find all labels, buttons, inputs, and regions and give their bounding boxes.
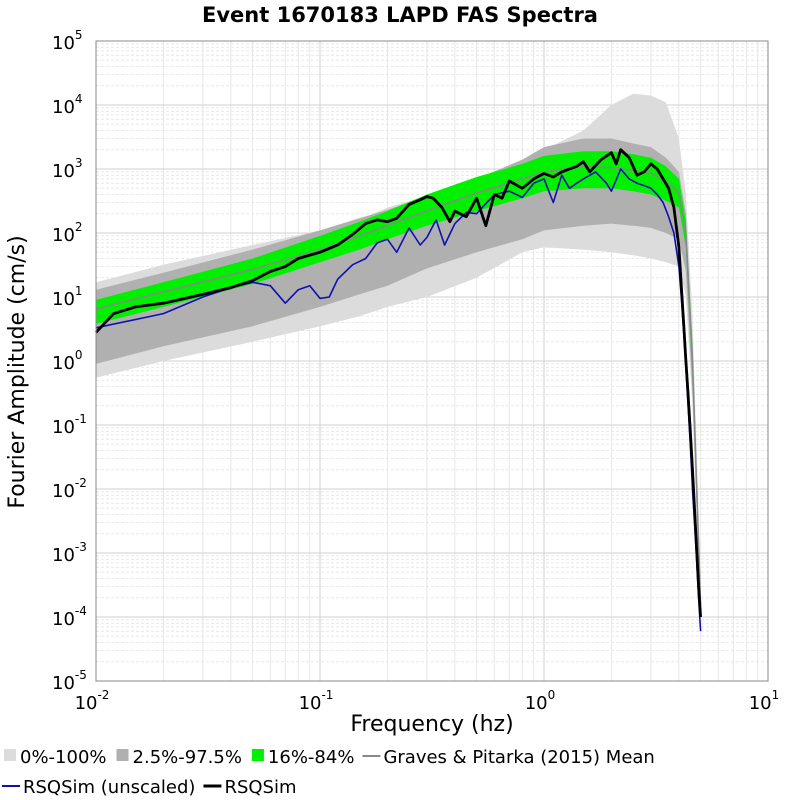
y-tick-label: 10-2 xyxy=(52,476,87,502)
y-tick-label: 10-4 xyxy=(52,604,87,630)
legend-swatch xyxy=(116,749,129,761)
series-lines xyxy=(94,148,702,632)
x-tick-label: 101 xyxy=(749,688,780,714)
percentile-bands xyxy=(96,93,701,624)
legend-label: Graves & Pitarka (2015) Mean xyxy=(383,747,654,768)
x-tick-label: 100 xyxy=(525,688,556,714)
legend-label: 2.5%-97.5% xyxy=(133,747,242,768)
legend-label: RSQSim xyxy=(224,777,296,798)
y-tick-label: 10-1 xyxy=(52,412,87,438)
series-line-0 xyxy=(95,165,702,606)
legend-swatch xyxy=(251,749,264,761)
legend-swatch xyxy=(4,749,16,761)
legend-label: RSQSim (unscaled) xyxy=(23,777,195,798)
x-axis-label: Frequency (hz) xyxy=(350,712,513,737)
y-tick-label: 101 xyxy=(52,284,83,310)
x-tick-label: 10-1 xyxy=(299,688,334,714)
legend-label: 0%-100% xyxy=(20,747,107,768)
y-tick-label: 10-5 xyxy=(52,668,87,694)
y-axis-label: Fourier Amplitude (cm/s) xyxy=(5,235,30,508)
band-1 xyxy=(96,138,701,617)
band-2 xyxy=(96,151,701,612)
x-tick-label: 10-2 xyxy=(75,688,110,714)
axis-ticks: 10-2 10-1 100 101 105 104 103 102 101 100 10-1 10-2… xyxy=(52,28,779,714)
y-tick-label: 103 xyxy=(52,156,83,182)
legend: 0%-100% 2.5%-97.5% 16%-84% Graves & Pitarka… xyxy=(2,747,655,798)
y-tick-label: 100 xyxy=(52,348,83,374)
y-tick-label: 102 xyxy=(52,220,83,246)
series-line-2 xyxy=(94,148,702,618)
y-tick-label: 105 xyxy=(52,28,83,54)
y-tick-label: 104 xyxy=(52,92,83,118)
plot-frame xyxy=(95,40,769,682)
y-tick-label: 10-3 xyxy=(52,540,87,566)
legend-label: 16%-84% xyxy=(268,747,355,768)
chart-title: Event 1670183 LAPD FAS Spectra xyxy=(202,3,598,27)
